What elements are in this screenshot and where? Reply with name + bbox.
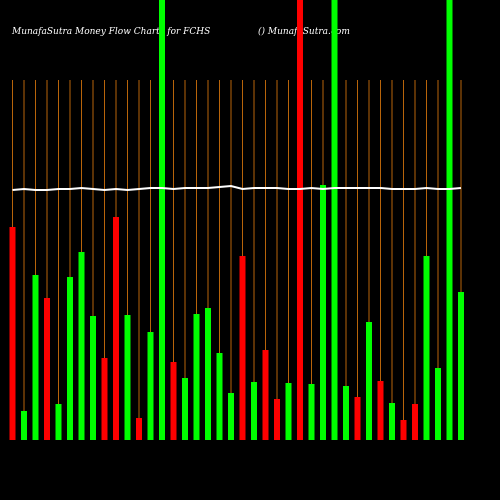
chart-subtitle: () MunafaSutra.com [258, 26, 350, 37]
bar [170, 362, 177, 440]
bar [193, 314, 200, 440]
bar [147, 332, 154, 440]
bar [182, 378, 188, 440]
bar [435, 368, 441, 440]
bar [389, 403, 395, 440]
bar [228, 393, 234, 440]
bar [297, 0, 303, 440]
bar [308, 384, 315, 440]
bar [274, 399, 280, 440]
bar [159, 0, 165, 440]
bar [354, 397, 361, 440]
bar [101, 358, 108, 440]
bar [136, 418, 142, 440]
bar [320, 185, 326, 440]
bar [331, 0, 338, 440]
bar [423, 256, 430, 440]
line [12, 184, 462, 192]
bar [44, 298, 50, 440]
chart-title: MunafaSutra Money Flow Charts for FCHS [11, 27, 210, 37]
bar [285, 383, 292, 440]
bar [446, 0, 453, 440]
bar [32, 275, 39, 440]
bar [113, 217, 119, 440]
bar [366, 322, 372, 440]
bar [343, 386, 349, 440]
bar [262, 350, 269, 440]
bar [67, 277, 73, 440]
bar [55, 404, 62, 440]
bar [216, 353, 223, 440]
bar [251, 382, 257, 440]
bar [124, 315, 131, 440]
bar [78, 252, 85, 440]
bar [205, 308, 211, 440]
bar [239, 256, 246, 440]
bar [458, 292, 464, 440]
bar [9, 227, 16, 440]
bar [21, 411, 27, 440]
bar [412, 404, 418, 440]
bar [400, 420, 407, 440]
bar [90, 316, 96, 440]
bar [377, 381, 384, 440]
